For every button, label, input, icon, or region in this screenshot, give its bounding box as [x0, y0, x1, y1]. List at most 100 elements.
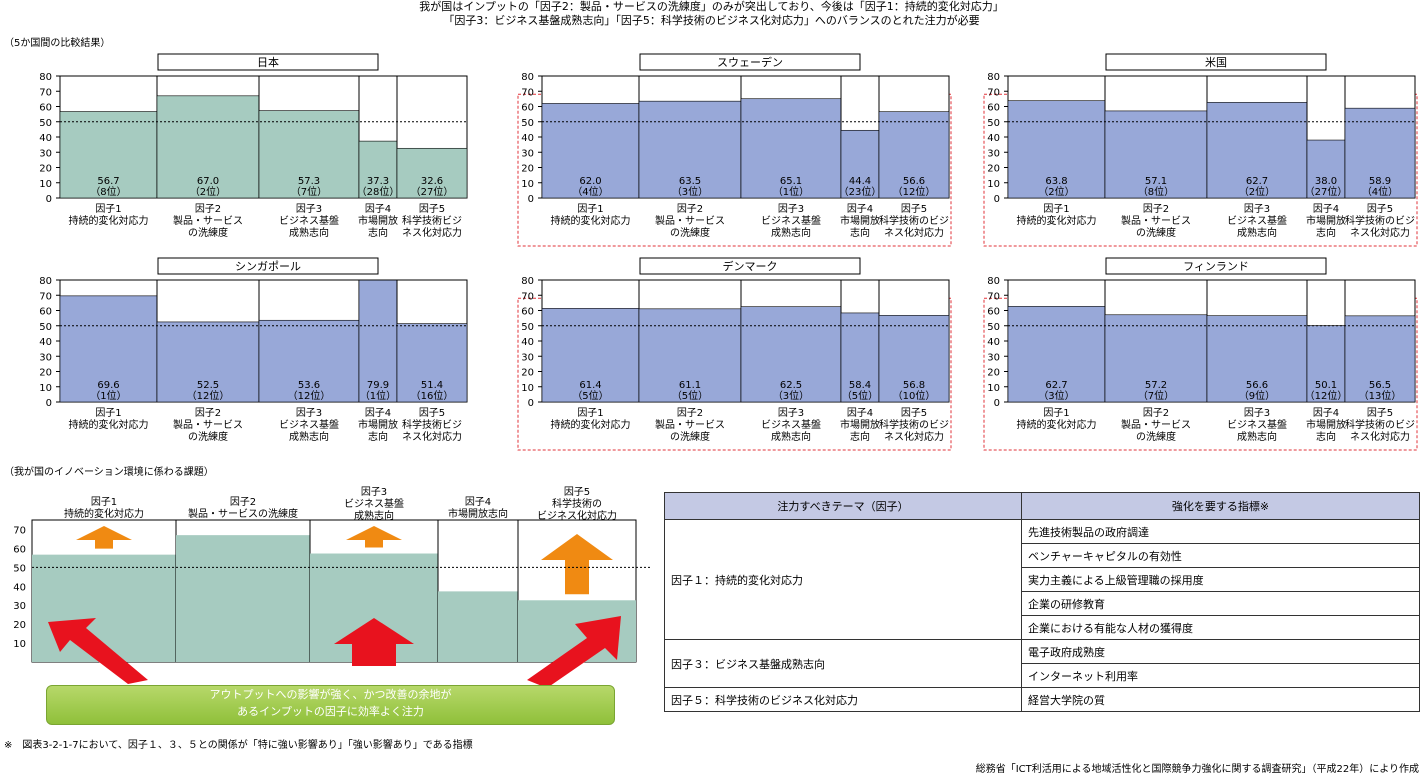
y-tick-label: 30 — [521, 148, 534, 159]
value-label: 52.5 — [197, 380, 219, 391]
category-label: 因子2 — [677, 407, 703, 419]
value-label: 50.1 — [1315, 380, 1337, 391]
rank-label: （9位） — [1239, 389, 1275, 402]
bar — [156, 95, 260, 199]
bar — [258, 319, 360, 403]
value-label: 67.0 — [197, 176, 219, 187]
section2-label: （我が国のイノベーション環境に係わる課題） — [4, 467, 214, 478]
y-tick-label: 60 — [521, 103, 534, 114]
category-label: ネス化対応力 — [884, 430, 944, 443]
category-label: 持続的変化対応力 — [1017, 418, 1097, 431]
category-label: 因子2 — [230, 496, 256, 508]
value-label: 32.6 — [421, 176, 443, 187]
country-title-box — [1105, 53, 1327, 71]
rank-label: （5位） — [842, 389, 878, 402]
bar — [740, 98, 842, 199]
y-tick-label: 0 — [46, 398, 52, 409]
rank-label: （3位） — [672, 185, 708, 198]
value-label: 62.7 — [1246, 176, 1268, 187]
indicator-cell: 先進技術製品の政府調達 — [1021, 519, 1420, 544]
section1-label: （5か国間の比較結果） — [4, 38, 111, 49]
y-tick-label: 70 — [987, 87, 1000, 98]
country-title-box — [1105, 257, 1327, 275]
category-label: 科学技術ビジ — [402, 214, 462, 227]
y-tick-label: 70 — [987, 291, 1000, 302]
category-label: 製品・サービス — [655, 418, 725, 431]
rank-label: （1位） — [773, 185, 809, 198]
value-label: 56.8 — [903, 380, 925, 391]
value-label: 61.4 — [579, 380, 601, 391]
bar — [1206, 102, 1308, 199]
bar — [156, 321, 260, 403]
category-label: 成熟志向 — [771, 430, 811, 443]
indicator-cell: 実力主義による上級管理職の採用度 — [1021, 567, 1420, 592]
value-label: 62.7 — [1045, 380, 1067, 391]
category-label: 志向 — [850, 226, 870, 239]
category-label: 科学技術のビジ — [879, 418, 949, 431]
bar — [438, 591, 518, 662]
y-tick-label: 10 — [521, 179, 534, 190]
rank-label: （1位） — [360, 389, 396, 402]
y-tick-label: 20 — [39, 164, 52, 175]
rank-label: （27位） — [411, 185, 454, 198]
category-label: 因子4 — [1313, 203, 1339, 215]
theme-cell: 因子１：持続的変化対応力 — [664, 519, 1022, 640]
category-label: 因子1 — [91, 496, 117, 508]
rank-label: （3位） — [1038, 389, 1074, 402]
category-label: 市場開放 — [840, 214, 880, 227]
value-label: 56.7 — [97, 176, 119, 187]
table-row: 因子５：科学技術のビジネス化対応力 経営大学院の質 — [664, 687, 1420, 712]
value-label: 56.6 — [1246, 380, 1268, 391]
category-label: 市場開放 — [1306, 418, 1346, 431]
category-label: 因子4 — [465, 496, 491, 508]
country-panel: シンガポール0102030405060708069.6（1位）因子1持続的変化対… — [39, 257, 468, 443]
indicator-cell: ベンチャーキャピタルの有効性 — [1021, 543, 1420, 568]
y-tick-label: 20 — [521, 368, 534, 379]
category-label: 市場開放 — [840, 418, 880, 431]
y-tick-label: 10 — [987, 179, 1000, 190]
y-tick-label: 60 — [987, 103, 1000, 114]
category-label: ビジネス基盤 — [761, 418, 821, 431]
country-charts: 日本0102030405060708056.7（8位）因子1持続的変化対応力67… — [39, 53, 1418, 451]
y-tick-label: 80 — [987, 72, 1000, 83]
category-label: ビジネス基盤 — [279, 418, 339, 431]
bar — [358, 279, 398, 403]
category-label: 製品・サービス — [655, 214, 725, 227]
category-label: 因子2 — [195, 407, 221, 419]
category-label: 市場開放志向 — [448, 507, 508, 520]
table-row: 因子１：持続的変化対応力 先進技術製品の政府調達 — [664, 519, 1420, 640]
category-label: の洗練度 — [1136, 430, 1176, 443]
category-label: 製品・サービスの洗練度 — [188, 507, 298, 520]
table-header-theme: 注力すべきテーマ（因子） — [664, 492, 1022, 520]
rank-label: （7位） — [1138, 389, 1174, 402]
category-label: の洗練度 — [188, 430, 228, 443]
y-tick-label: 40 — [987, 133, 1000, 144]
rank-label: （10位） — [893, 389, 936, 402]
value-label: 63.5 — [679, 176, 701, 187]
category-label: ネス化対応力 — [884, 226, 944, 239]
bar — [840, 312, 880, 403]
bar — [740, 306, 842, 403]
category-label: ビジネス基盤 — [279, 214, 339, 227]
category-label: 成熟志向 — [1237, 430, 1277, 443]
country-title-box — [157, 53, 379, 71]
category-label: の洗練度 — [670, 226, 710, 239]
category-label: 因子5 — [901, 407, 927, 419]
y-tick-label: 40 — [521, 133, 534, 144]
category-label: 成熟志向 — [1237, 226, 1277, 239]
category-label: 因子3 — [778, 407, 804, 419]
bar — [1104, 314, 1208, 403]
category-label: 因子3 — [361, 486, 387, 498]
bar — [258, 110, 360, 199]
category-label: 因子1 — [95, 203, 121, 215]
category-label: 因子4 — [365, 203, 391, 215]
rank-label: （2位） — [1239, 185, 1275, 198]
y-tick-label: 40 — [987, 337, 1000, 348]
rank-label: （23位） — [839, 185, 882, 198]
bar — [396, 323, 468, 403]
value-label: 61.1 — [679, 380, 701, 391]
country-title: フィンランド — [1183, 260, 1249, 273]
y-tick-label: 30 — [521, 352, 534, 363]
rank-label: （12位） — [893, 185, 936, 198]
category-label: ネス化対応力 — [1350, 226, 1410, 239]
